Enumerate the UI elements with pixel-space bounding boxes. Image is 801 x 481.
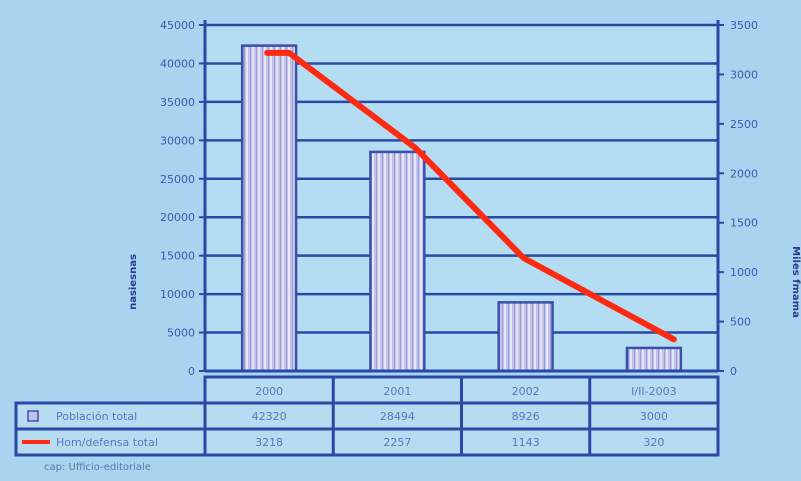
line-point (288, 51, 291, 54)
left-tick-label: 45000 (160, 19, 195, 32)
bar (497, 301, 554, 373)
right-tick-label: 3000 (730, 68, 758, 81)
right-axis-title: Miles fmama (790, 246, 801, 318)
table-cell: 3218 (255, 436, 283, 449)
right-tick-label: 3500 (730, 19, 758, 32)
right-tick-label: 2500 (730, 118, 758, 131)
line-point (414, 146, 417, 149)
line-series (264, 49, 677, 343)
category-label: 2000 (255, 385, 283, 398)
table-cell: 2257 (383, 436, 411, 449)
line-point (522, 257, 525, 260)
data-table: 2000 2001 2002 I/II-2003 Población total 4232… (14, 375, 720, 457)
category-label: 2001 (383, 385, 411, 398)
source-note: cap: Ufficio-editoriale (44, 462, 151, 473)
right-tick-label: 500 (730, 316, 751, 329)
left-tick-label: 20000 (160, 211, 195, 224)
right-axis-ticks: 0 500 1000 1500 2000 2500 3000 3500 (718, 19, 758, 378)
category-label: I/II-2003 (631, 385, 676, 398)
left-tick-label: 40000 (160, 57, 195, 70)
bar (369, 150, 426, 373)
legend-label: Población total (56, 410, 137, 423)
right-tick-label: 2000 (730, 167, 758, 180)
left-tick-label: 35000 (160, 96, 195, 109)
table-cell: 1143 (512, 436, 540, 449)
left-tick-label: 10000 (160, 288, 195, 301)
left-tick-label: 25000 (160, 173, 195, 186)
table-cell: 28494 (380, 410, 415, 423)
axes (203, 20, 720, 373)
table-cell: 42320 (252, 410, 287, 423)
left-tick-label: 0 (188, 365, 195, 378)
legend-bar-swatch (27, 410, 39, 422)
bar (240, 44, 298, 373)
right-tick-label: 1000 (730, 266, 758, 279)
bar (625, 346, 683, 373)
table-cell: 8926 (512, 410, 540, 423)
left-tick-label: 15000 (160, 250, 195, 263)
left-axis-title: nasiesnas (128, 254, 139, 310)
line-point (672, 338, 675, 341)
table-cell: 3000 (640, 410, 668, 423)
right-tick-label: 1500 (730, 217, 758, 230)
legend-label: Hom/defensa total (56, 436, 158, 449)
left-axis-ticks: 0 5000 10000 15000 20000 25000 30000 35000 40000… (160, 19, 205, 378)
left-tick-label: 5000 (167, 327, 195, 340)
right-tick-label: 0 (730, 365, 737, 378)
left-tick-label: 30000 (160, 134, 195, 147)
table-cell: 320 (643, 436, 664, 449)
category-label: 2002 (512, 385, 540, 398)
